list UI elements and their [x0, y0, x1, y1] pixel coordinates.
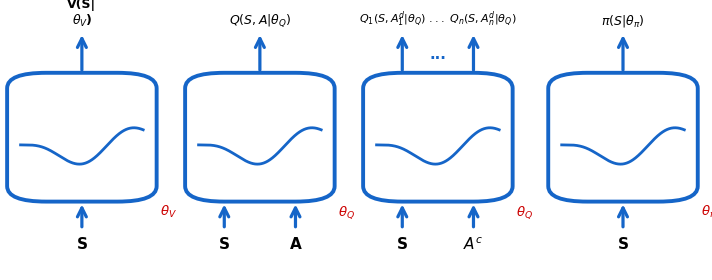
Text: $Q(S,A|\theta_Q)$: $Q(S,A|\theta_Q)$	[229, 13, 291, 29]
FancyBboxPatch shape	[7, 73, 157, 202]
Text: S: S	[219, 237, 230, 252]
Text: $\theta_V$: $\theta_V$	[160, 204, 177, 221]
FancyBboxPatch shape	[185, 73, 335, 202]
FancyBboxPatch shape	[363, 73, 513, 202]
Text: $\theta_Q$: $\theta_Q$	[338, 204, 355, 221]
Text: S: S	[397, 237, 408, 252]
Text: $\theta_Q$: $\theta_Q$	[516, 204, 533, 221]
Text: ...: ...	[429, 47, 446, 62]
Text: S: S	[617, 237, 629, 252]
Text: V(S|
$\theta_V$): V(S| $\theta_V$)	[68, 0, 96, 29]
Text: A: A	[290, 237, 301, 252]
FancyBboxPatch shape	[548, 73, 698, 202]
Text: S: S	[76, 237, 88, 252]
Text: $\pi(S|\theta_\pi)$: $\pi(S|\theta_\pi)$	[601, 13, 645, 29]
Text: $\theta_\pi$: $\theta_\pi$	[701, 204, 712, 221]
Text: $A^c$: $A^c$	[464, 237, 483, 253]
Text: $Q_1(S,A^d_1|\theta_Q)\ ...\ Q_n(S,A^d_n|\theta_Q)$: $Q_1(S,A^d_1|\theta_Q)\ ...\ Q_n(S,A^d_n…	[359, 10, 517, 29]
